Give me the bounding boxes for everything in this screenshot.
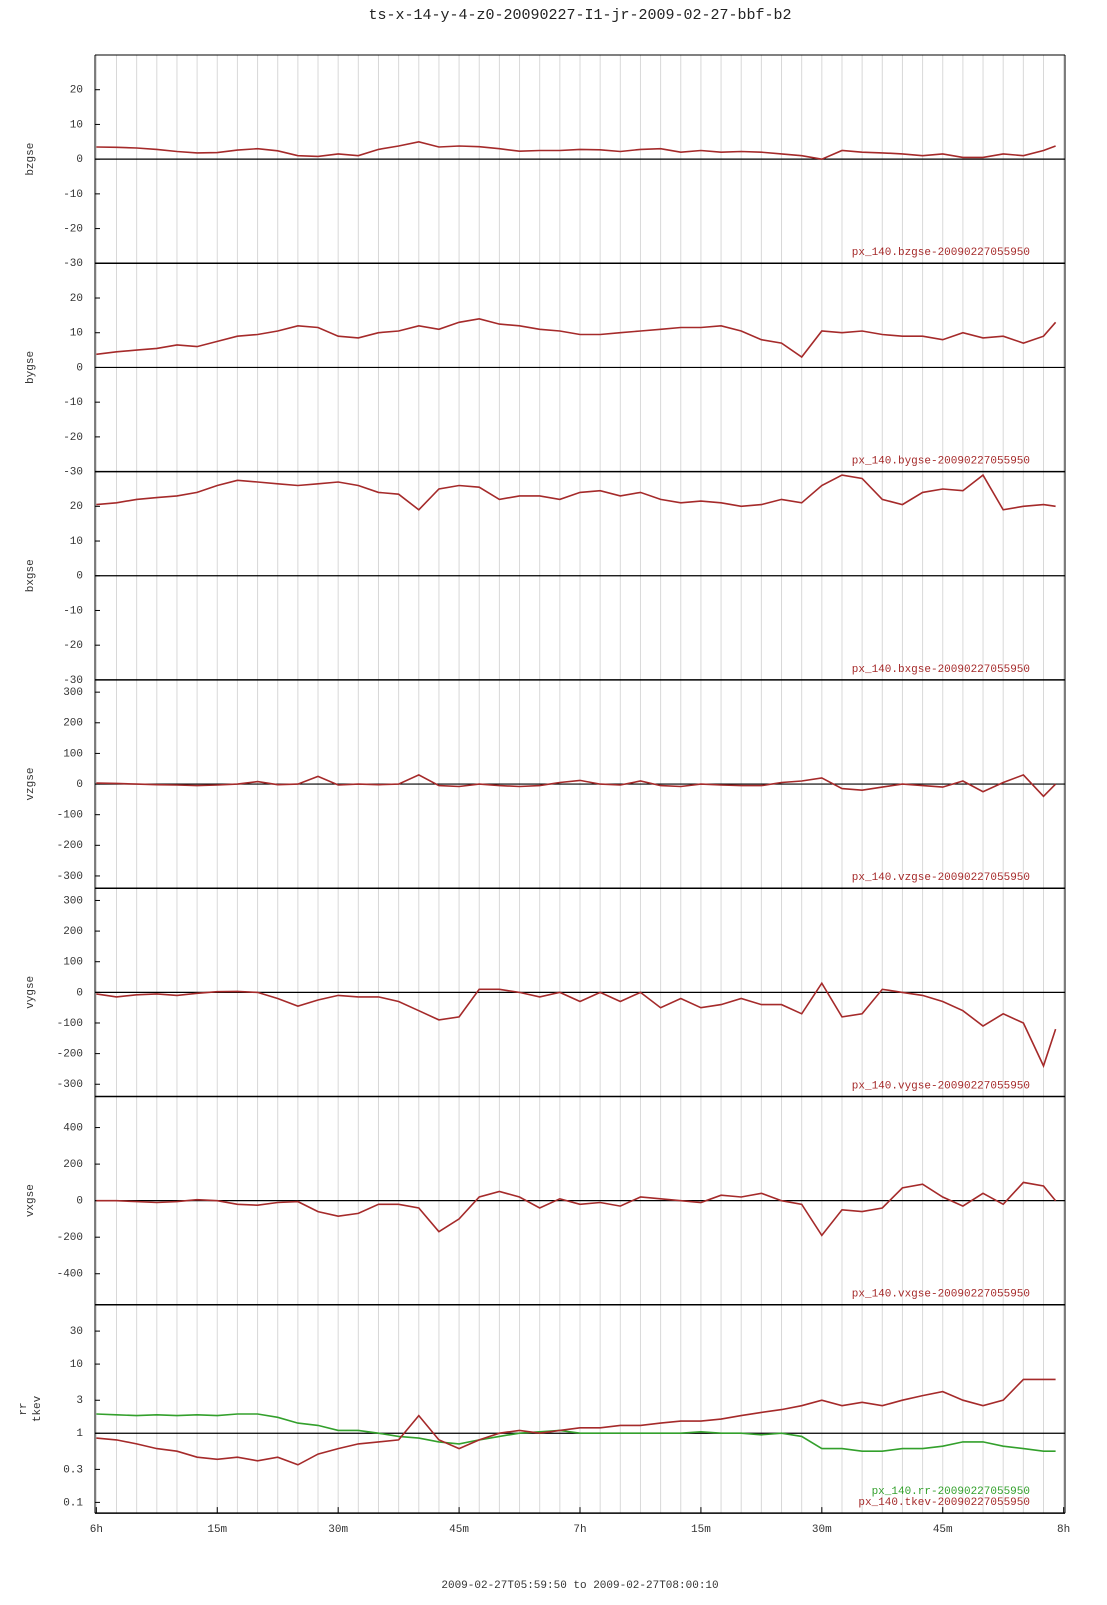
x-tick-label: 45m (933, 1524, 953, 1536)
y-tick-label: 20 (70, 293, 83, 305)
y-axis-label: bzgse (25, 143, 37, 176)
x-tick-label: 30m (812, 1524, 832, 1536)
data-line (96, 140, 1056, 161)
y-tick-label: -200 (57, 1049, 83, 1061)
y-tick-label: -20 (63, 640, 83, 652)
y-tick-label: 20 (70, 501, 83, 513)
y-axis-label: vxgse (25, 1184, 37, 1217)
y-tick-label: 3 (76, 1395, 83, 1407)
y-tick-label: -10 (63, 189, 83, 201)
y-tick-label: -300 (57, 871, 83, 883)
y-tick-label: -300 (57, 1079, 83, 1091)
series-label: px_140.bzgse-20090227055950 (852, 247, 1030, 259)
data-line (96, 1378, 1056, 1466)
y-axis-label: bxgse (25, 559, 37, 592)
series-label: px_140.tkev-20090227055950 (858, 1497, 1030, 1509)
y-tick-label: 200 (63, 926, 83, 938)
y-tick-label: -400 (57, 1269, 83, 1281)
y-tick-label: 10 (70, 119, 83, 131)
data-line (96, 1181, 1057, 1237)
y-axis-label: rr (18, 1402, 30, 1415)
data-line (96, 1413, 1056, 1452)
y-axis-label: bygse (25, 351, 37, 384)
y-tick-label: 100 (63, 957, 83, 969)
y-tick-label: 200 (63, 718, 83, 730)
x-tick-label: 45m (449, 1524, 469, 1536)
x-axis-label: 2009-02-27T05:59:50 to 2009-02-27T08:00:… (441, 1580, 718, 1592)
data-line (96, 773, 1057, 798)
y-tick-label: 0 (76, 779, 83, 791)
y-axis-label: vygse (25, 976, 37, 1009)
y-tick-label: 0.3 (63, 1464, 83, 1476)
y-tick-label: 0 (76, 987, 83, 999)
y-tick-label: 0 (76, 154, 83, 166)
y-tick-label: 300 (63, 895, 83, 907)
y-tick-label: 0 (76, 1196, 83, 1208)
series-label: px_140.rr-20090227055950 (872, 1486, 1030, 1498)
y-tick-label: 0 (76, 571, 83, 583)
x-tick-label: 8h (1057, 1524, 1070, 1536)
y-tick-label: 0.1 (63, 1497, 83, 1509)
y-tick-label: -20 (63, 223, 83, 235)
y-tick-label: 100 (63, 748, 83, 760)
y-tick-label: 30 (70, 1326, 83, 1338)
data-line (96, 981, 1057, 1069)
y-tick-label: 0 (76, 362, 83, 374)
x-tick-label: 30m (328, 1524, 348, 1536)
series-label: px_140.bxgse-20090227055950 (852, 664, 1030, 676)
y-tick-label: -20 (63, 432, 83, 444)
y-tick-label: 20 (70, 85, 83, 97)
y-axis-label: vzgse (25, 768, 37, 801)
y-tick-label: 10 (70, 328, 83, 340)
x-tick-label: 15m (207, 1524, 227, 1536)
y-tick-label: 1 (76, 1428, 83, 1440)
x-tick-label: 15m (691, 1524, 711, 1536)
x-tick-label: 7h (573, 1524, 586, 1536)
y-tick-label: 300 (63, 687, 83, 699)
y-tick-label: 400 (63, 1122, 83, 1134)
y-tick-label: -10 (63, 605, 83, 617)
series-label: px_140.vzgse-20090227055950 (852, 872, 1030, 884)
y-tick-label: 200 (63, 1159, 83, 1171)
x-tick-label: 6h (90, 1524, 103, 1536)
y-tick-label: -200 (57, 1232, 83, 1244)
y-tick-label: -10 (63, 397, 83, 409)
y-tick-label: 10 (70, 536, 83, 548)
y-tick-label: -100 (57, 810, 83, 822)
y-tick-label: -30 (63, 675, 83, 687)
data-line (96, 473, 1056, 511)
y-tick-label: -30 (63, 258, 83, 270)
series-label: px_140.vxgse-20090227055950 (852, 1289, 1030, 1301)
y-axis-label: tkev (32, 1395, 44, 1422)
y-tick-label: -30 (63, 467, 83, 479)
y-tick-label: -100 (57, 1018, 83, 1030)
series-label: px_140.bygse-20090227055950 (852, 456, 1030, 468)
data-line (96, 317, 1057, 359)
y-tick-label: 10 (70, 1359, 83, 1371)
y-tick-label: -200 (57, 840, 83, 852)
series-label: px_140.vygse-20090227055950 (852, 1080, 1030, 1092)
figure-title: ts-x-14-y-4-z0-20090227-I1-jr-2009-02-27… (368, 7, 791, 24)
